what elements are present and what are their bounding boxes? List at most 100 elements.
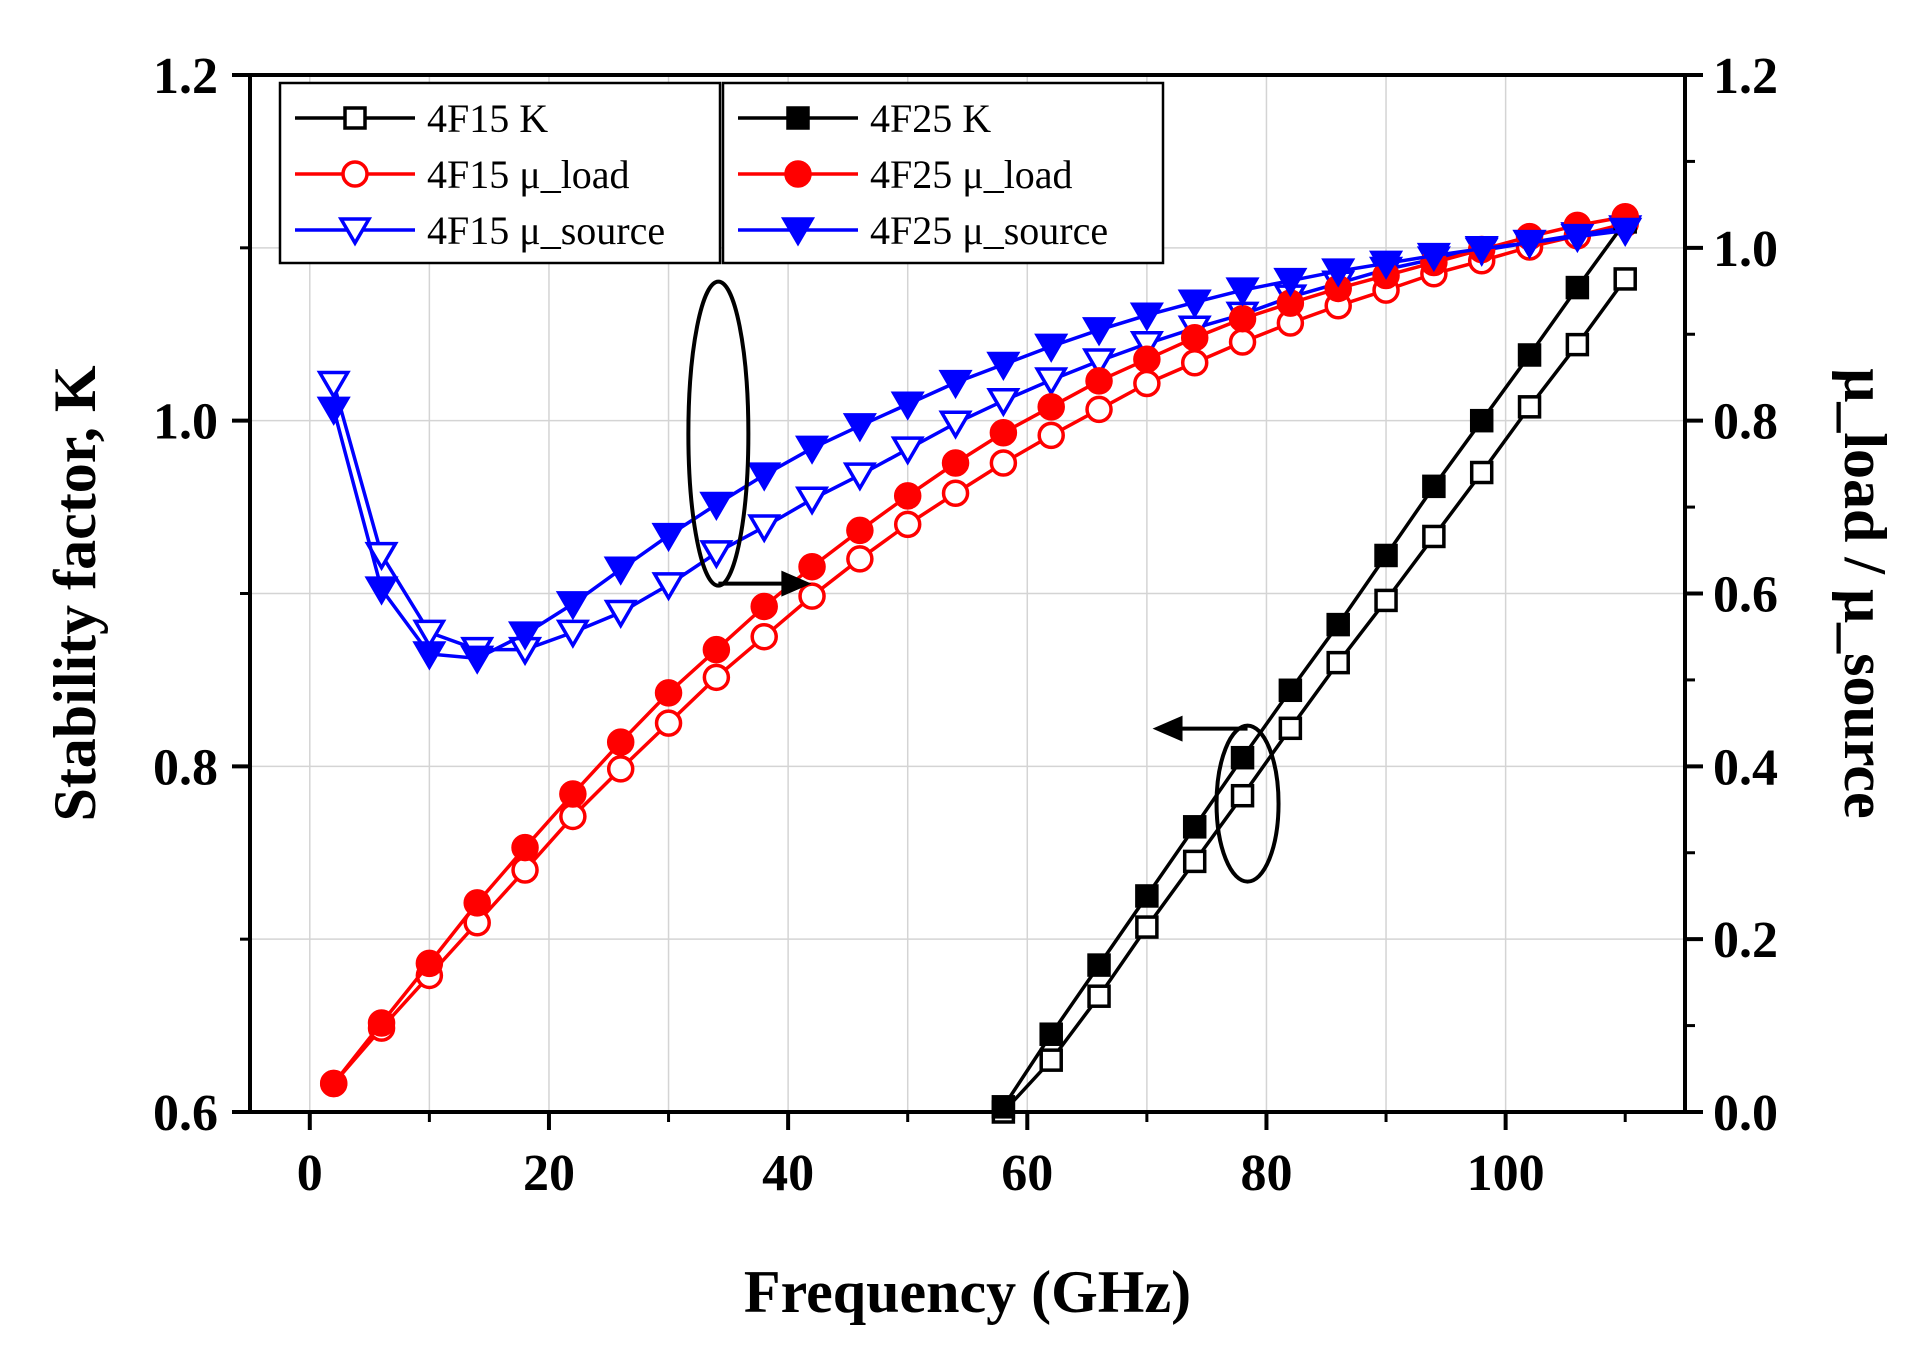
data-point [798,552,826,581]
y-left-tick-label: 1.2 [153,48,218,105]
data-point [412,641,447,671]
x-tick-label: 60 [1001,1145,1053,1202]
data-point [842,462,877,492]
data-point [1087,984,1111,1008]
data-point [606,755,635,783]
legend-label: 4F25 μ_source [870,208,1108,253]
legend-label: 4F15 μ_load [427,152,630,197]
x-tick-label: 80 [1240,1145,1292,1202]
data-point [986,388,1021,418]
data-point [1464,235,1499,266]
data-point [1613,267,1637,291]
data-point [747,462,782,492]
legend-label: 4F15 μ_source [427,208,665,253]
series-line [332,221,1626,1085]
data-point [750,622,778,651]
data-point [367,1009,396,1037]
legend-swatch-marker [784,160,812,188]
x-tick-label: 0 [297,1145,323,1202]
data-point [794,486,830,516]
data-point [798,582,826,610]
data-point [989,419,1018,447]
data-point [941,479,970,508]
data-point [1278,678,1303,703]
legend-box-1: 4F25 K 4F25 μ_load 4F25 μ_source [721,81,1165,265]
data-point [555,591,590,621]
data-point [603,556,638,586]
x-tick-label: 20 [523,1145,575,1202]
data-point [1177,289,1212,319]
data-point [1422,524,1446,549]
legend-swatch-marker [780,217,816,247]
data-point [1228,328,1257,356]
data-point [1321,258,1356,288]
data-point [750,592,778,621]
data-point [364,576,399,606]
data-point [412,619,447,649]
data-point [507,621,543,651]
data-point [702,663,731,692]
data-point [654,709,683,737]
data-point [651,572,686,602]
y-right-tick-label: 1.0 [1713,221,1778,278]
data-point [846,516,874,545]
data-point [1565,275,1590,300]
data-point [1469,408,1494,433]
data-point [1469,460,1494,485]
y-right-tick-label: 0.2 [1713,912,1778,969]
data-point [1087,953,1111,977]
data-point [1081,348,1117,378]
data-point [1565,332,1590,357]
data-point [699,540,734,570]
x-axis-title: Frequency (GHz) [744,1259,1191,1325]
legend-swatch-marker [343,106,367,130]
y-right-tick-label: 0.4 [1713,739,1778,796]
legend-label: 4F15 K [427,96,548,141]
data-point [986,351,1021,381]
series-0 [991,267,1637,1124]
data-point [415,949,444,978]
series-3 [991,210,1637,1119]
data-point [1037,393,1065,421]
legend-swatch-marker [786,106,810,130]
data-point [1039,1022,1063,1046]
data-point [1517,343,1542,367]
data-point [651,522,686,553]
data-point [1037,421,1065,450]
data-point [699,491,734,521]
y-right-tick-label: 0.6 [1713,567,1778,624]
x-tick-label: 40 [762,1145,814,1202]
y-right-tick-label: 0.8 [1713,394,1778,451]
data-point [1374,543,1398,568]
legend-swatch-marker [341,160,369,188]
data-point [747,514,782,544]
data-point [1560,223,1595,254]
data-point [1081,317,1117,347]
data-point [606,728,635,756]
data-point [1374,588,1398,613]
data-point [603,599,638,629]
series-1 [319,209,1639,1098]
y-left-tick-label: 0.6 [153,1085,218,1142]
data-point [555,619,590,649]
data-point [1133,345,1161,374]
y-left-tick-label: 0.8 [153,739,218,796]
data-point [511,833,539,862]
data-point [1278,716,1303,741]
data-point [846,545,874,573]
data-point [989,449,1018,477]
axes: 0 20 40 60 80 100 0.6 0.8 1.0 1.2 0.0 0.2 0.4 0.6 0.8 1… [153,48,1778,1202]
y-right-tick-label: 1.2 [1713,48,1778,105]
y-left-axis-title: Stability factor, K [42,365,108,821]
data-point [1182,815,1207,839]
data-point [842,413,877,443]
data-point [1129,302,1164,332]
data-point [1182,849,1207,874]
data-point [890,436,925,466]
legend-label: 4F25 μ_load [870,152,1073,197]
data-point [511,856,539,884]
data-point [316,396,351,426]
data-point [1225,277,1260,307]
data-point [941,449,970,477]
